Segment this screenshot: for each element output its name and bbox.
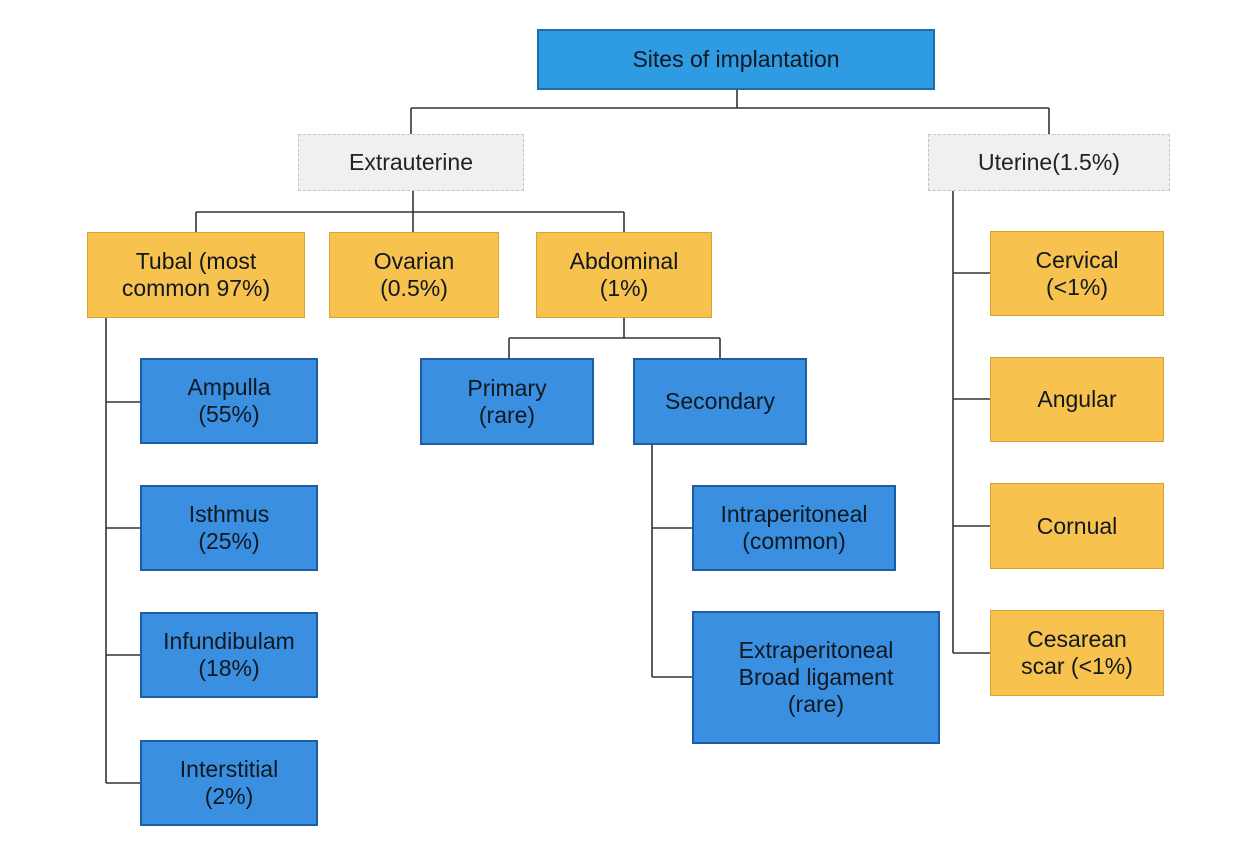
node-ampulla: Ampulla (55%) <box>140 358 318 444</box>
node-cornual: Cornual <box>990 483 1164 569</box>
node-interstitial: Interstitial (2%) <box>140 740 318 826</box>
node-angular: Angular <box>990 357 1164 442</box>
node-cervical: Cervical (<1%) <box>990 231 1164 316</box>
node-sites-of-implantation: Sites of implantation <box>537 29 935 90</box>
node-primary: Primary (rare) <box>420 358 594 445</box>
node-extraperitoneal: Extraperitoneal Broad ligament (rare) <box>692 611 940 744</box>
node-cesarean-scar: Cesarean scar (<1%) <box>990 610 1164 696</box>
node-tubal: Tubal (most common 97%) <box>87 232 305 318</box>
node-abdominal: Abdominal (1%) <box>536 232 712 318</box>
node-secondary: Secondary <box>633 358 807 445</box>
node-extrauterine: Extrauterine <box>298 134 524 191</box>
node-uterine: Uterine(1.5%) <box>928 134 1170 191</box>
node-isthmus: Isthmus (25%) <box>140 485 318 571</box>
node-ovarian: Ovarian (0.5%) <box>329 232 499 318</box>
node-intraperitoneal: Intraperitoneal (common) <box>692 485 896 571</box>
node-infundibulam: Infundibulam (18%) <box>140 612 318 698</box>
